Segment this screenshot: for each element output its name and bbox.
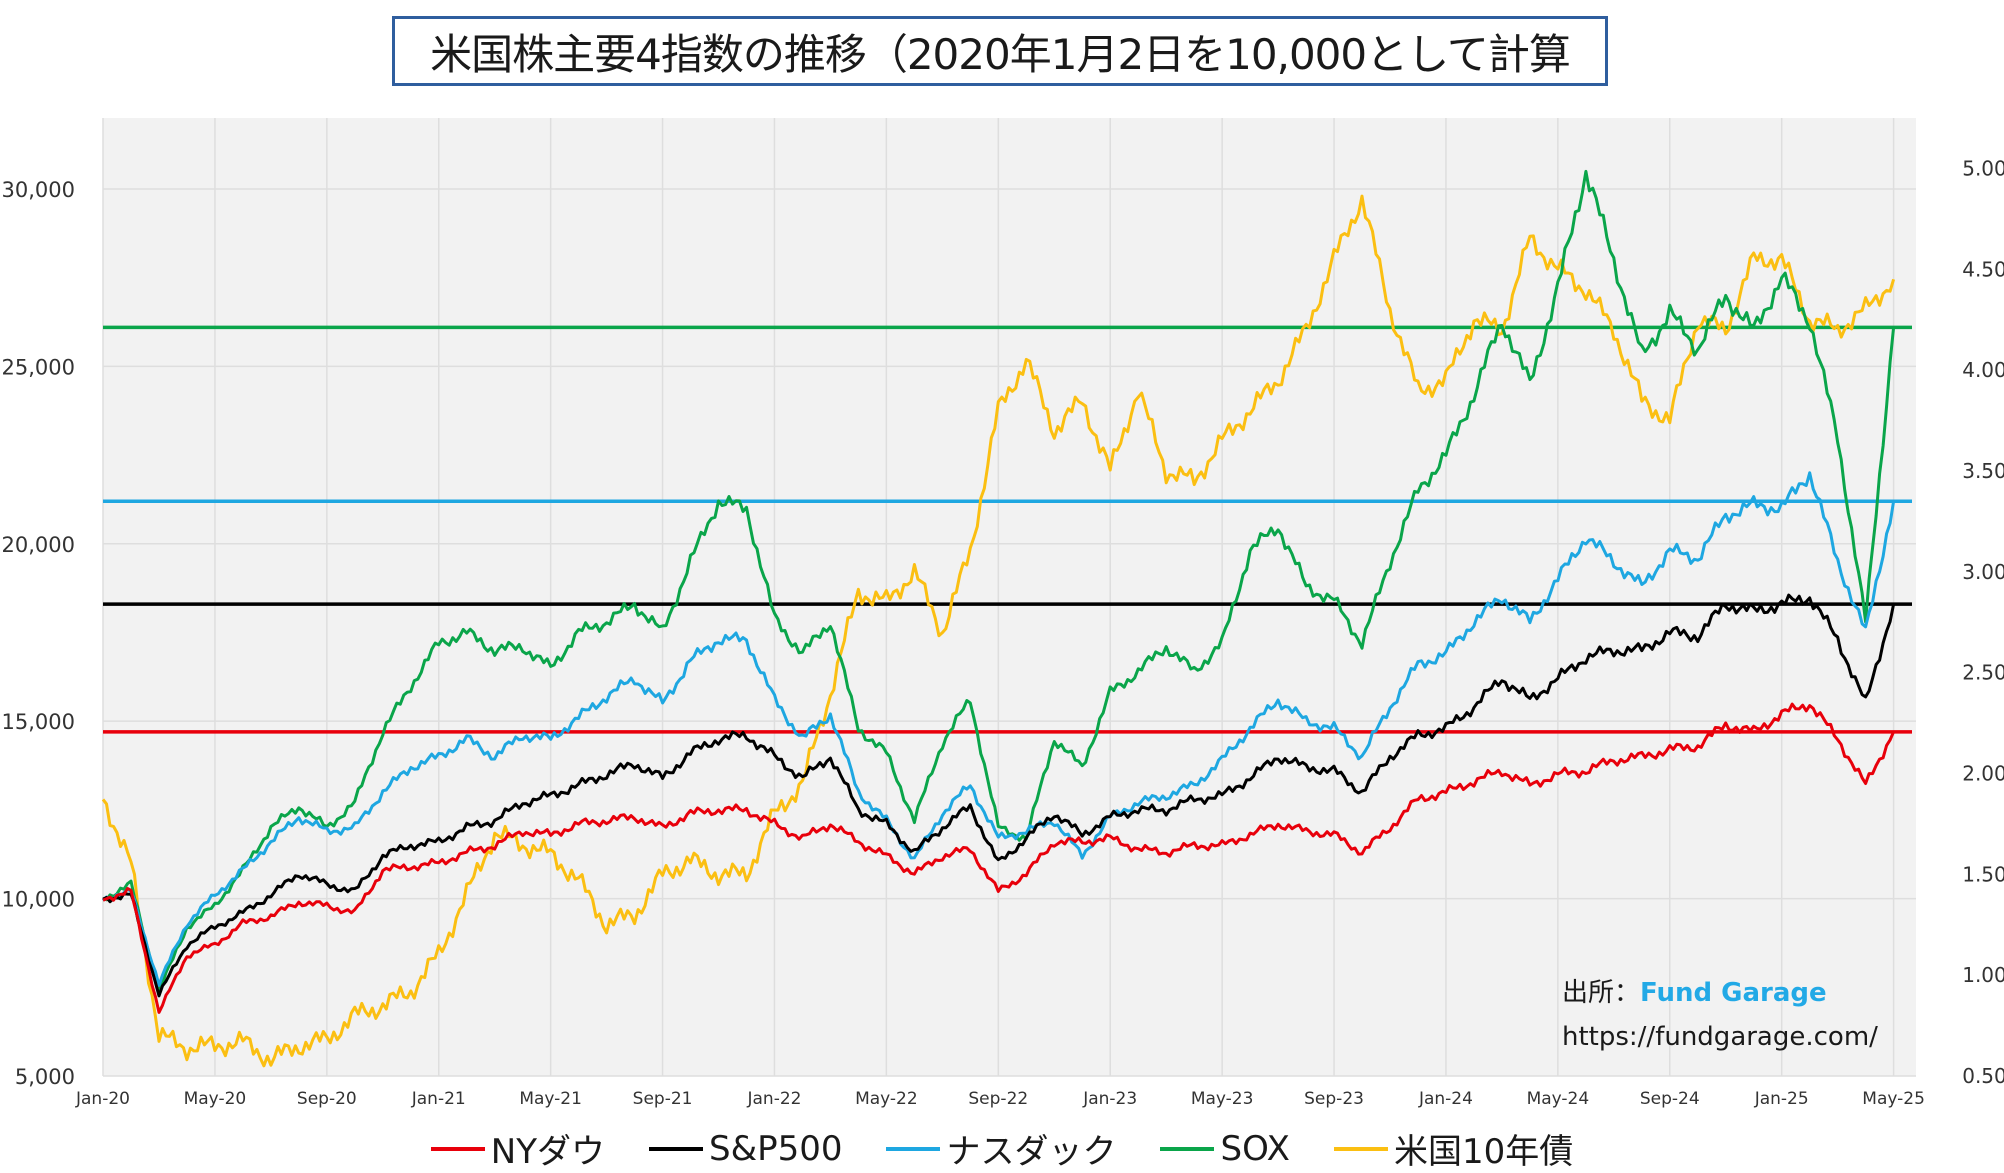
legend-swatch bbox=[1333, 1146, 1388, 1151]
y2-tick-label: 0.50% bbox=[1962, 1064, 2004, 1088]
legend-item: ナスダック bbox=[886, 1124, 1116, 1173]
legend-swatch bbox=[648, 1146, 703, 1151]
x-tick-label: Sep-20 bbox=[297, 1089, 357, 1109]
source-brand: Fund Garage bbox=[1640, 978, 1827, 1008]
y2-tick-label: 2.50% bbox=[1962, 661, 2004, 685]
x-tick-label: May-22 bbox=[855, 1089, 918, 1109]
x-tick-label: Jan-24 bbox=[1418, 1089, 1473, 1109]
y-tick-label: 25,000 bbox=[2, 355, 75, 379]
x-tick-label: May-24 bbox=[1527, 1089, 1590, 1109]
x-tick-label: Sep-21 bbox=[633, 1089, 693, 1109]
x-tick-label: May-25 bbox=[1862, 1089, 1925, 1109]
chart-title-box: 米国株主要4指数の推移（2020年1月2日を10,000として計算 bbox=[392, 16, 1608, 86]
legend-item: 米国10年債 bbox=[1333, 1124, 1574, 1173]
source-prefix: 出所： bbox=[1562, 978, 1641, 1008]
source-url: https://fundgarage.com/ bbox=[1562, 1022, 1878, 1052]
y2-tick-label: 4.00% bbox=[1962, 358, 2004, 382]
legend-item: S&P500 bbox=[648, 1124, 843, 1173]
x-tick-label: Jan-25 bbox=[1754, 1089, 1809, 1109]
y2-tick-label: 2.00% bbox=[1962, 761, 2004, 785]
plot-background bbox=[103, 118, 1916, 1076]
series-line bbox=[101, 194, 1896, 1068]
legend-item: SOX bbox=[1160, 1124, 1290, 1173]
series-line bbox=[102, 169, 1896, 992]
series-line bbox=[101, 471, 1896, 987]
legend-swatch bbox=[886, 1146, 941, 1151]
x-tick-label: May-23 bbox=[1191, 1089, 1254, 1109]
x-tick-label: Sep-22 bbox=[968, 1089, 1028, 1109]
y-tick-label: 5,000 bbox=[15, 1065, 75, 1089]
legend-label: 米国10年債 bbox=[1393, 1132, 1574, 1172]
y-tick-label: 15,000 bbox=[2, 710, 75, 734]
series-line bbox=[102, 593, 1896, 998]
y2-tick-label: 1.00% bbox=[1962, 963, 2004, 987]
chart-title: 米国株主要4指数の推移（2020年1月2日を10,000として計算 bbox=[430, 29, 1571, 79]
x-tick-label: Sep-23 bbox=[1304, 1089, 1364, 1109]
series-lines bbox=[101, 169, 1896, 1068]
legend-swatch bbox=[430, 1146, 485, 1151]
axis-labels: Jan-20 May-20 Sep-20 Jan-21 May-21 Sep-21 Jan-… bbox=[2, 156, 2004, 1109]
y2-tick-label: 1.50% bbox=[1962, 862, 2004, 886]
x-tick-label: Jan-20 bbox=[75, 1089, 130, 1109]
legend-item: NYダウ bbox=[430, 1124, 605, 1173]
y2-tick-label: 5.00% bbox=[1962, 156, 2004, 180]
chart-legend: NYダウ S&P500 ナスダック SOX 米国10年債 bbox=[0, 1124, 2004, 1173]
legend-label: SOX bbox=[1220, 1128, 1290, 1169]
y2-tick-label: 4.50% bbox=[1962, 257, 2004, 281]
legend-label: ナスダック bbox=[946, 1132, 1117, 1172]
legend-label: NYダウ bbox=[490, 1132, 605, 1172]
x-tick-label: Sep-24 bbox=[1640, 1089, 1700, 1109]
x-tick-label: May-20 bbox=[184, 1089, 247, 1109]
y2-tick-label: 3.50% bbox=[1962, 459, 2004, 483]
legend-swatch bbox=[1160, 1146, 1215, 1151]
y-tick-label: 30,000 bbox=[2, 178, 75, 202]
grid-lines bbox=[102, 118, 1916, 1077]
x-tick-label: May-21 bbox=[519, 1089, 582, 1109]
x-tick-label: Jan-21 bbox=[411, 1089, 466, 1109]
x-tick-label: Jan-23 bbox=[1082, 1089, 1137, 1109]
y-tick-label: 10,000 bbox=[2, 888, 75, 912]
x-tick-label: Jan-22 bbox=[746, 1089, 801, 1109]
source-credit: 出所：Fund Garage bbox=[1562, 972, 1827, 1009]
series-line bbox=[102, 702, 1895, 1014]
y-tick-label: 20,000 bbox=[2, 533, 75, 557]
legend-label: S&P500 bbox=[708, 1128, 843, 1169]
reference-lines bbox=[103, 325, 1912, 734]
y2-tick-label: 3.00% bbox=[1962, 560, 2004, 584]
